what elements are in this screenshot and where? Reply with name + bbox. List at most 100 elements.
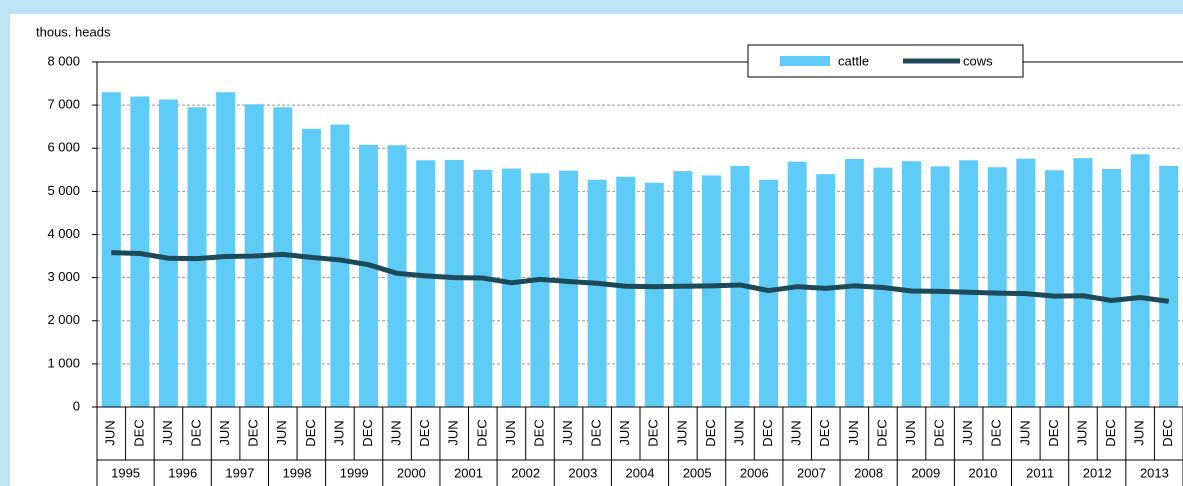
- group-label: 2011: [1026, 465, 1054, 480]
- bar: [530, 173, 550, 407]
- group-label: 1996: [168, 465, 197, 480]
- x-tick-label: DEC: [360, 419, 375, 446]
- bar: [1016, 158, 1036, 407]
- bar: [1044, 170, 1064, 407]
- y-tick-label: 6 000: [47, 140, 80, 155]
- x-tick-label: JUN: [617, 420, 632, 445]
- x-tick-label: DEC: [131, 419, 146, 446]
- x-tick-label: JUN: [1132, 420, 1147, 445]
- x-tick-label: JUN: [160, 420, 175, 445]
- group-label: 2012: [1083, 465, 1112, 480]
- x-tick-label: JUN: [560, 420, 575, 445]
- y-tick-label: 4 000: [47, 226, 80, 241]
- x-tick-label: DEC: [817, 419, 832, 446]
- legend-label: cows: [963, 53, 993, 68]
- bar: [1159, 165, 1179, 407]
- x-tick-label: JUN: [1074, 420, 1089, 445]
- y-tick-label: 3 000: [47, 269, 80, 284]
- x-tick-label: JUN: [903, 420, 918, 445]
- bar: [959, 160, 979, 407]
- group-label: 2000: [397, 465, 426, 480]
- bar: [273, 107, 293, 407]
- x-tick-label: JUN: [674, 420, 689, 445]
- x-tick-label: DEC: [989, 419, 1004, 446]
- x-tick-label: DEC: [703, 419, 718, 446]
- y-tick-label: 1 000: [47, 355, 80, 370]
- bar: [759, 179, 779, 407]
- bar: [101, 92, 121, 407]
- bar: [158, 99, 178, 408]
- bar: [559, 170, 579, 407]
- x-tick-label: DEC: [303, 419, 318, 446]
- y-tick-label: 5 000: [47, 183, 80, 198]
- bar: [1130, 154, 1150, 407]
- x-tick-label: DEC: [589, 419, 604, 446]
- bar: [673, 171, 693, 407]
- y-tick-label: 2 000: [47, 312, 80, 327]
- x-tick-label: DEC: [646, 419, 661, 446]
- group-label: 1998: [283, 465, 312, 480]
- group-label: 2009: [911, 465, 940, 480]
- line: [111, 250, 1170, 304]
- group-label: 2007: [797, 465, 826, 480]
- bar: [644, 182, 664, 407]
- x-tick-label: JUN: [103, 420, 118, 445]
- y-tick-label: 0: [73, 398, 80, 413]
- x-tick-label: JUN: [960, 420, 975, 445]
- bar: [216, 92, 236, 407]
- bar: [387, 145, 407, 407]
- bar: [330, 124, 350, 407]
- group-label: 1995: [111, 465, 140, 480]
- bar: [301, 128, 321, 407]
- bar: [1073, 158, 1093, 407]
- x-tick-label: JUN: [1017, 420, 1032, 445]
- x-tick-label: JUN: [274, 420, 289, 445]
- x-tick-label: JUN: [503, 420, 518, 445]
- bar: [501, 168, 521, 407]
- x-tick-label: DEC: [246, 419, 261, 446]
- bar: [416, 160, 436, 407]
- y-tick-label: 8 000: [47, 53, 80, 68]
- x-tick-label: DEC: [1103, 419, 1118, 446]
- bar: [987, 167, 1007, 407]
- x-tick-label: DEC: [474, 419, 489, 446]
- bar: [902, 161, 921, 407]
- bar: [701, 175, 721, 407]
- bar: [473, 169, 493, 407]
- group-label: 1999: [340, 465, 369, 480]
- x-tick-label: DEC: [1160, 419, 1175, 446]
- group-label: 2005: [683, 465, 712, 480]
- group-label: 2003: [568, 465, 597, 480]
- legend-label: cattle: [838, 53, 869, 68]
- x-tick-label: DEC: [531, 419, 546, 446]
- bar: [444, 159, 464, 407]
- legend-swatch: [780, 56, 830, 66]
- group-label: 2013: [1140, 465, 1169, 480]
- bar: [1102, 168, 1122, 407]
- x-tick-label: JUN: [389, 420, 404, 445]
- bar: [587, 179, 607, 407]
- x-tick-label: DEC: [1046, 419, 1061, 446]
- x-tick-label: DEC: [188, 419, 203, 446]
- x-tick-label: JUN: [731, 420, 746, 445]
- y-tick-label: 7 000: [47, 97, 80, 112]
- x-tick-label: DEC: [417, 419, 432, 446]
- y-axis-label: thous. heads: [36, 24, 111, 39]
- group-label: 2004: [626, 465, 655, 480]
- group-label: 2008: [854, 465, 883, 480]
- bar: [359, 144, 378, 408]
- group-label: 2006: [740, 465, 769, 480]
- x-tick-label: JUN: [217, 420, 232, 445]
- group-label: 1997: [225, 465, 254, 480]
- group-label: 2002: [511, 465, 540, 480]
- bar: [930, 166, 950, 407]
- bar: [616, 176, 636, 407]
- bar: [844, 159, 864, 407]
- x-tick-label: JUN: [846, 420, 861, 445]
- x-tick-label: DEC: [874, 419, 889, 446]
- group-label: 2010: [968, 465, 997, 480]
- x-tick-label: JUN: [789, 420, 804, 445]
- x-tick-label: DEC: [760, 419, 775, 446]
